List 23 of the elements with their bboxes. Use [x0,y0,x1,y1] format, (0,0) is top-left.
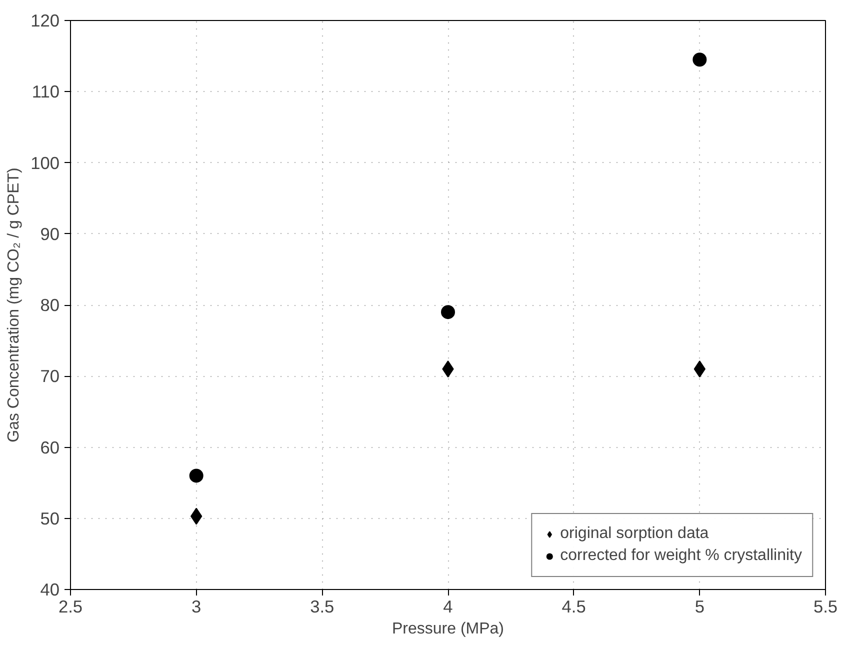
x-tick-label: 3 [192,596,202,616]
point [441,305,455,320]
y-tick-label: 100 [30,152,60,173]
point [189,468,204,483]
y-tick-label: 70 [40,366,60,386]
x-tick-label: 5.5 [813,596,838,616]
x-tick-label: 5 [694,596,704,616]
x-tick-label: 4 [443,596,454,616]
y-tick-label: 120 [30,10,60,30]
legend-label: original sorption data [560,525,709,543]
legend-label: corrected for weight % crystallinity [560,547,802,565]
x-tick-label: 2.5 [58,596,83,616]
y-tick-label: 90 [40,224,60,244]
y-tick-label: 40 [40,580,60,600]
point [692,52,707,67]
y-tick-label: 110 [32,82,60,102]
y-tick-label: 80 [40,295,60,315]
y-tick-label: 50 [40,508,60,528]
x-tick-label: 3.5 [310,596,334,616]
x-tick-label: 4.5 [562,596,586,616]
x-axis-title: Pressure (MPa) [392,620,504,638]
y-axis-title: Gas Concentration (mg CO₂ / g CPET) [6,168,23,442]
y-tick-label: 60 [40,437,60,458]
